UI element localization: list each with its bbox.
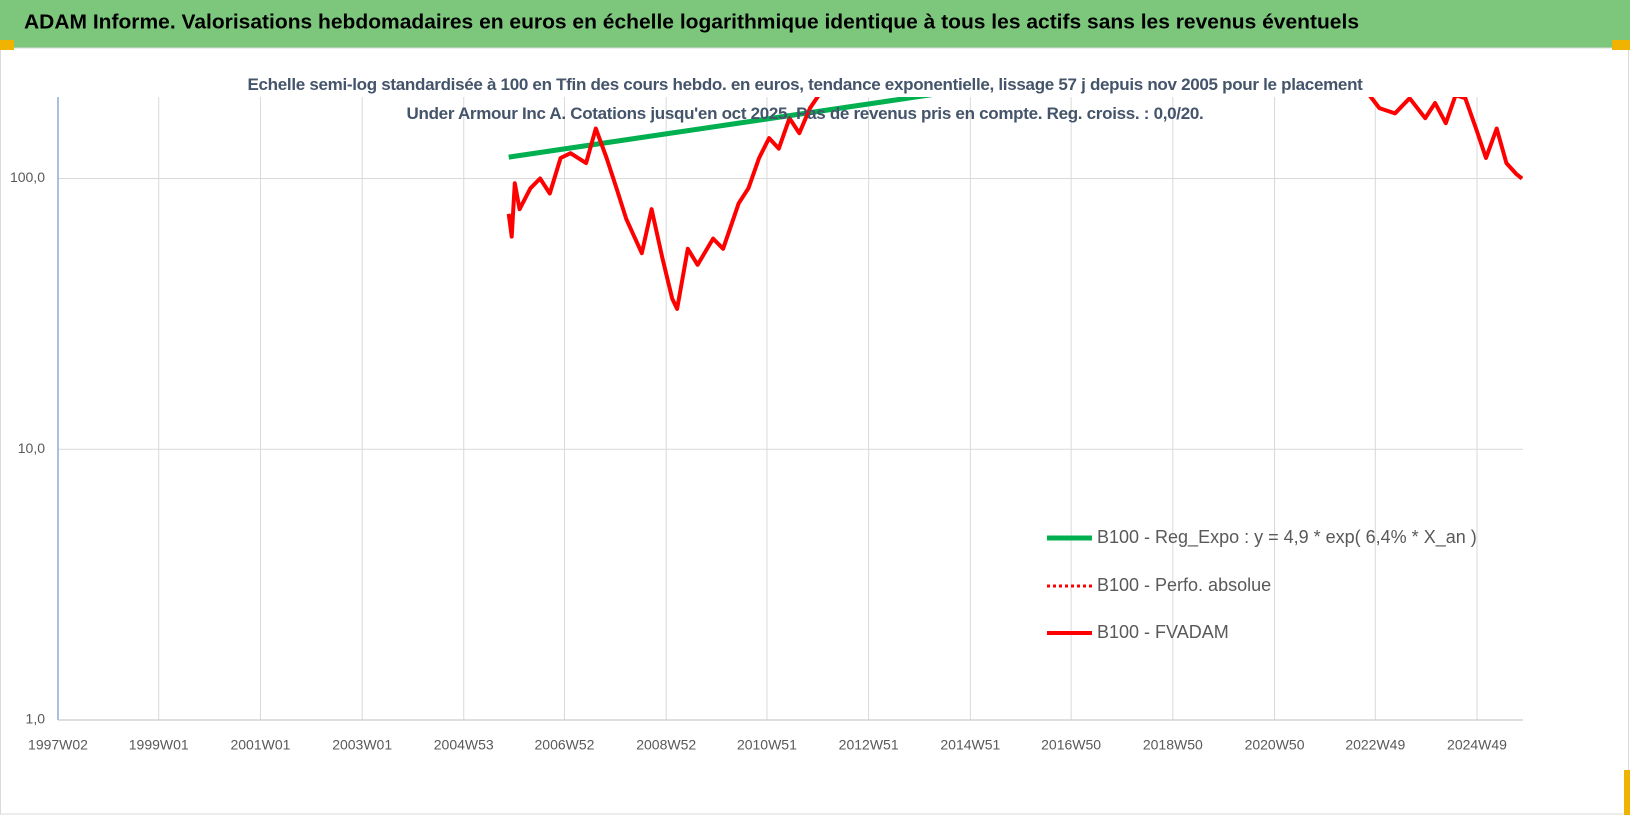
x-tick-label: 2006W52 [535,737,595,753]
corner [0,40,14,50]
legend-label: B100 - Perfo. absolue [1097,575,1271,595]
x-tick-label: 2022W49 [1345,737,1405,753]
chart-subtitle: Echelle semi-log standardisée à 100 en T… [247,75,1363,123]
corner [1612,40,1630,50]
y-tick-label: 100,0 [10,169,45,185]
y-tick-label: 1,0 [26,711,46,727]
legend-label: B100 - Reg_Expo : y = 4,9 * exp( 6,4% * … [1097,527,1477,548]
x-tick-label: 2004W53 [434,737,494,753]
corner [1624,770,1630,815]
x-tick-label: 2012W51 [839,737,899,753]
x-tick-label: 2018W50 [1143,737,1203,753]
x-tick-label: 2024W49 [1447,737,1507,753]
series-line [506,97,1523,311]
x-tick-label: 2001W01 [230,737,290,753]
frame [0,47,1629,815]
x-tick-label: 2016W50 [1041,737,1101,753]
chart-title: ADAM Informe. Valorisations hebdomadaire… [24,11,1359,33]
x-tick-label: 2014W51 [940,737,1000,753]
header-band [0,0,1630,48]
x-tick-label: 2008W52 [636,737,696,753]
x-tick-label: 1997W02 [28,737,88,753]
series-line [508,97,933,160]
x-tick-label: 2003W01 [332,737,392,753]
x-tick-label: 2020W50 [1245,737,1305,753]
y-tick-label: 10,0 [18,440,45,456]
legend-label: B100 - FVADAM [1097,622,1229,642]
x-tick-label: 1999W01 [129,737,189,753]
x-tick-label: 2010W51 [737,737,797,753]
